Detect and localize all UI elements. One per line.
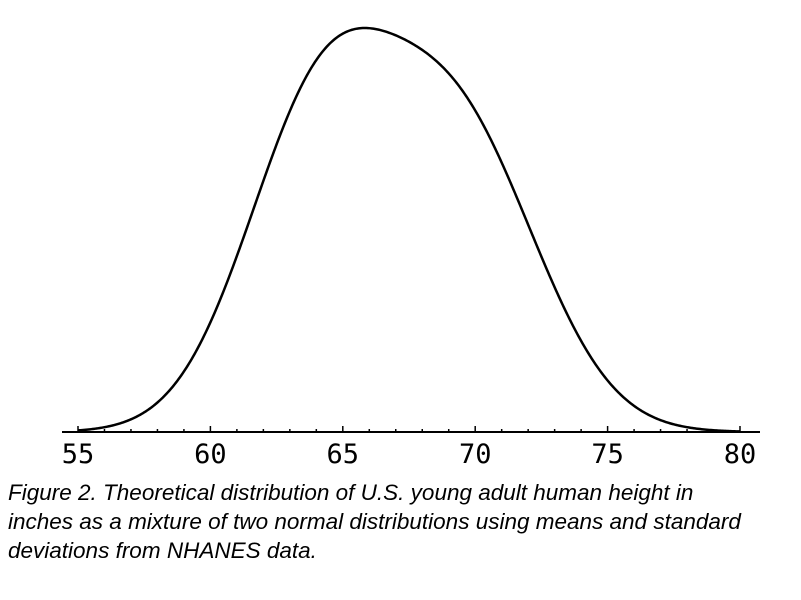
x-tick-label: 65	[327, 439, 360, 470]
x-tick-label: 80	[724, 439, 757, 470]
x-axis-ticks	[77, 426, 741, 432]
x-axis-tick-labels: 55 60 65 70 75 80	[62, 439, 757, 470]
x-tick-label: 70	[459, 439, 492, 470]
figure-caption: Figure 2. Theoretical distribution of U.…	[8, 480, 741, 563]
x-tick-label: 60	[194, 439, 227, 470]
density-curve	[77, 26, 741, 433]
x-tick-label: 75	[591, 439, 624, 470]
x-tick-label: 55	[62, 439, 95, 470]
